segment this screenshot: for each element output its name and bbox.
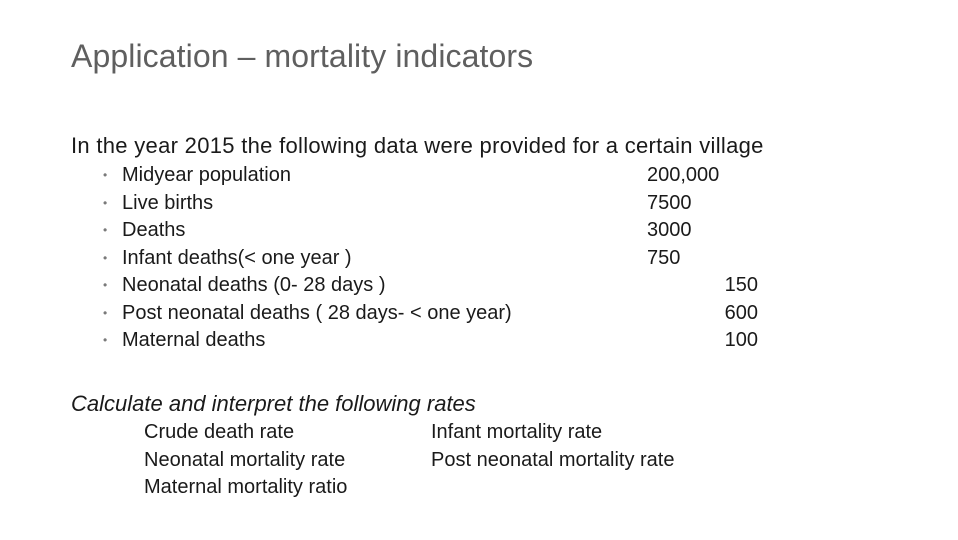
item-value: 600: [724, 301, 758, 324]
item-label: Midyear population: [122, 164, 291, 186]
item-label: Live births: [122, 191, 214, 214]
rate-crude-death: Crude death rate: [144, 421, 295, 443]
rate-post-neonatal-mortality: Post neonatal mortality rate: [431, 449, 675, 471]
item-value: 3000: [647, 219, 692, 241]
item-value: 150: [724, 274, 758, 296]
intro-text: In the year 2015 the following data were…: [71, 133, 764, 158]
item-label: Neonatal deaths (0- 28 days ): [122, 274, 386, 296]
list-item-maternal-deaths: • Maternal deaths 100: [0, 327, 958, 355]
bullet-icon: •: [103, 250, 108, 265]
item-label: Maternal deaths: [122, 329, 266, 351]
list-item-midyear-population: • Midyear population 200,000: [0, 162, 958, 190]
bullet-icon: •: [103, 278, 108, 292]
list-item-neonatal-deaths: • Neonatal deaths (0- 28 days ) 150: [0, 272, 958, 300]
item-label: Deaths: [122, 219, 186, 241]
bullet-icon: •: [103, 333, 108, 347]
item-value: 100: [724, 329, 758, 351]
bullet-icon: •: [103, 223, 108, 237]
calc-heading: Calculate and interpret the following ra…: [71, 391, 476, 416]
list-item-deaths: • Deaths 3000: [0, 217, 958, 245]
list-item-infant-deaths: • Infant deaths(< one year ) 750: [0, 245, 958, 273]
bullet-icon: •: [103, 168, 108, 182]
rate-maternal-mortality: Maternal mortality ratio: [144, 476, 348, 498]
bullet-icon: •: [103, 305, 108, 320]
item-label: Post neonatal deaths ( 28 days- < one ye…: [122, 301, 512, 324]
rate-infant-mortality: Infant mortality rate: [431, 421, 603, 443]
item-value: 7500: [647, 191, 692, 214]
item-value: 200,000: [647, 164, 720, 186]
item-value: 750: [647, 246, 681, 269]
bullet-icon: •: [103, 195, 108, 210]
slide-title: Application – mortality indicators: [71, 38, 534, 74]
list-item-post-neonatal-deaths: • Post neonatal deaths ( 28 days- < one …: [0, 300, 958, 328]
rate-neonatal-mortality: Neonatal mortality rate: [144, 449, 346, 471]
item-label: Infant deaths(< one year ): [122, 246, 352, 269]
list-item-live-births: • Live births 7500: [0, 190, 958, 218]
data-list: • Midyear population 200,000 • Live birt…: [0, 162, 958, 355]
